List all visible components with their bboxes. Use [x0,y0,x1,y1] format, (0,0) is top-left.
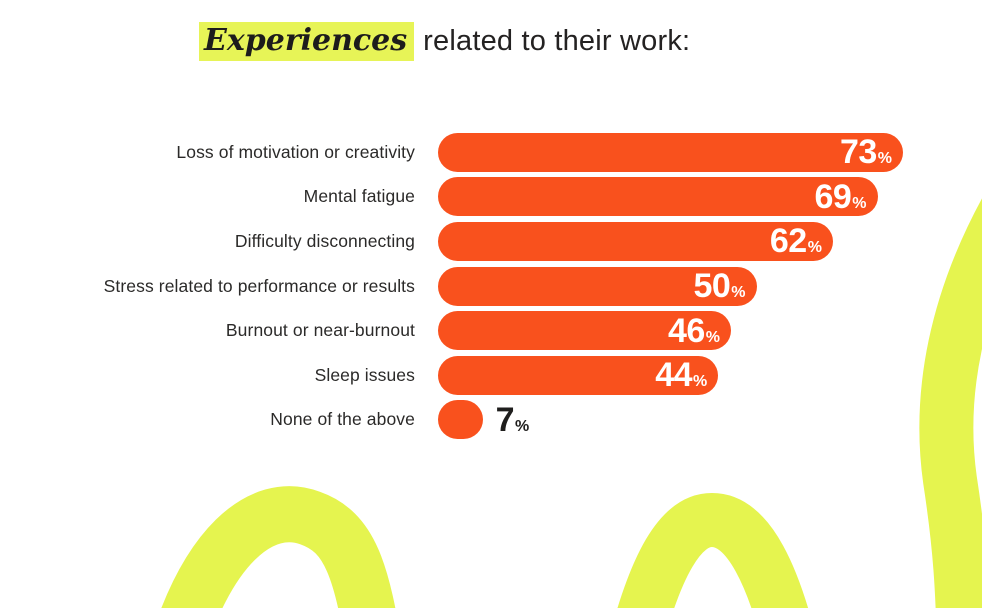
chart-title: Experiences related to their work: [199,22,690,61]
chart-row: Difficulty disconnecting 62% [0,219,982,264]
percent-sign: % [852,194,867,212]
bar: 73% [438,132,903,172]
bar-label: Stress related to performance or results [103,275,415,296]
bar-label: Difficulty disconnecting [234,230,415,251]
title-highlighted-word: Experiences [199,22,415,61]
chart-row: Sleep issues 44% [0,353,982,398]
bar [438,400,483,440]
percent-sign: % [877,150,892,168]
bar-value: 46% [667,311,721,350]
percent-sign: % [807,239,822,257]
arch-bottom-left-shape [161,486,396,608]
bar-chart: Loss of motivation or creativity 73% Menta… [0,130,982,442]
bar: 44% [438,355,719,395]
chart-row: Burnout or near-burnout 46% [0,308,982,353]
bar: 50% [438,266,757,306]
bar-label: Burnout or near-burnout [225,320,415,341]
bar: 62% [438,221,833,261]
bar-value: 44% [655,356,708,395]
arch-bottom-right-shape [617,492,809,608]
percent-sign: % [693,373,708,391]
bar-area: 69% [438,177,982,217]
bar: 46% [438,311,732,351]
bar: 69% [438,177,878,217]
bar-label: None of the above [270,409,415,430]
bar-area: 46% [438,311,982,351]
title-rest-text: related to their work: [423,24,691,57]
bar-area: 7% [438,400,982,440]
bar-area: 62% [438,221,982,261]
bar-value: 7% [495,400,530,439]
curve-right-edge-shape [919,198,982,608]
bar-value: 69% [814,177,867,216]
percent-sign: % [705,328,721,346]
bar-value: 50% [693,267,746,306]
chart-row: None of the above 7% [0,398,982,443]
bar-label: Loss of motivation or creativity [176,141,415,162]
bar-label: Mental fatigue [303,186,415,207]
bar-value: 62% [769,222,822,261]
chart-row: Stress related to performance or results… [0,264,982,309]
chart-row: Mental fatigue 69% [0,175,982,220]
bar-area: 50% [438,266,982,306]
percent-sign: % [515,417,530,435]
bar-value: 73% [839,133,892,172]
chart-row: Loss of motivation or creativity 73% [0,130,982,175]
bar-label: Sleep issues [314,364,415,385]
bar-area: 44% [438,355,982,395]
percent-sign: % [731,284,746,302]
bar-area: 73% [438,132,982,172]
